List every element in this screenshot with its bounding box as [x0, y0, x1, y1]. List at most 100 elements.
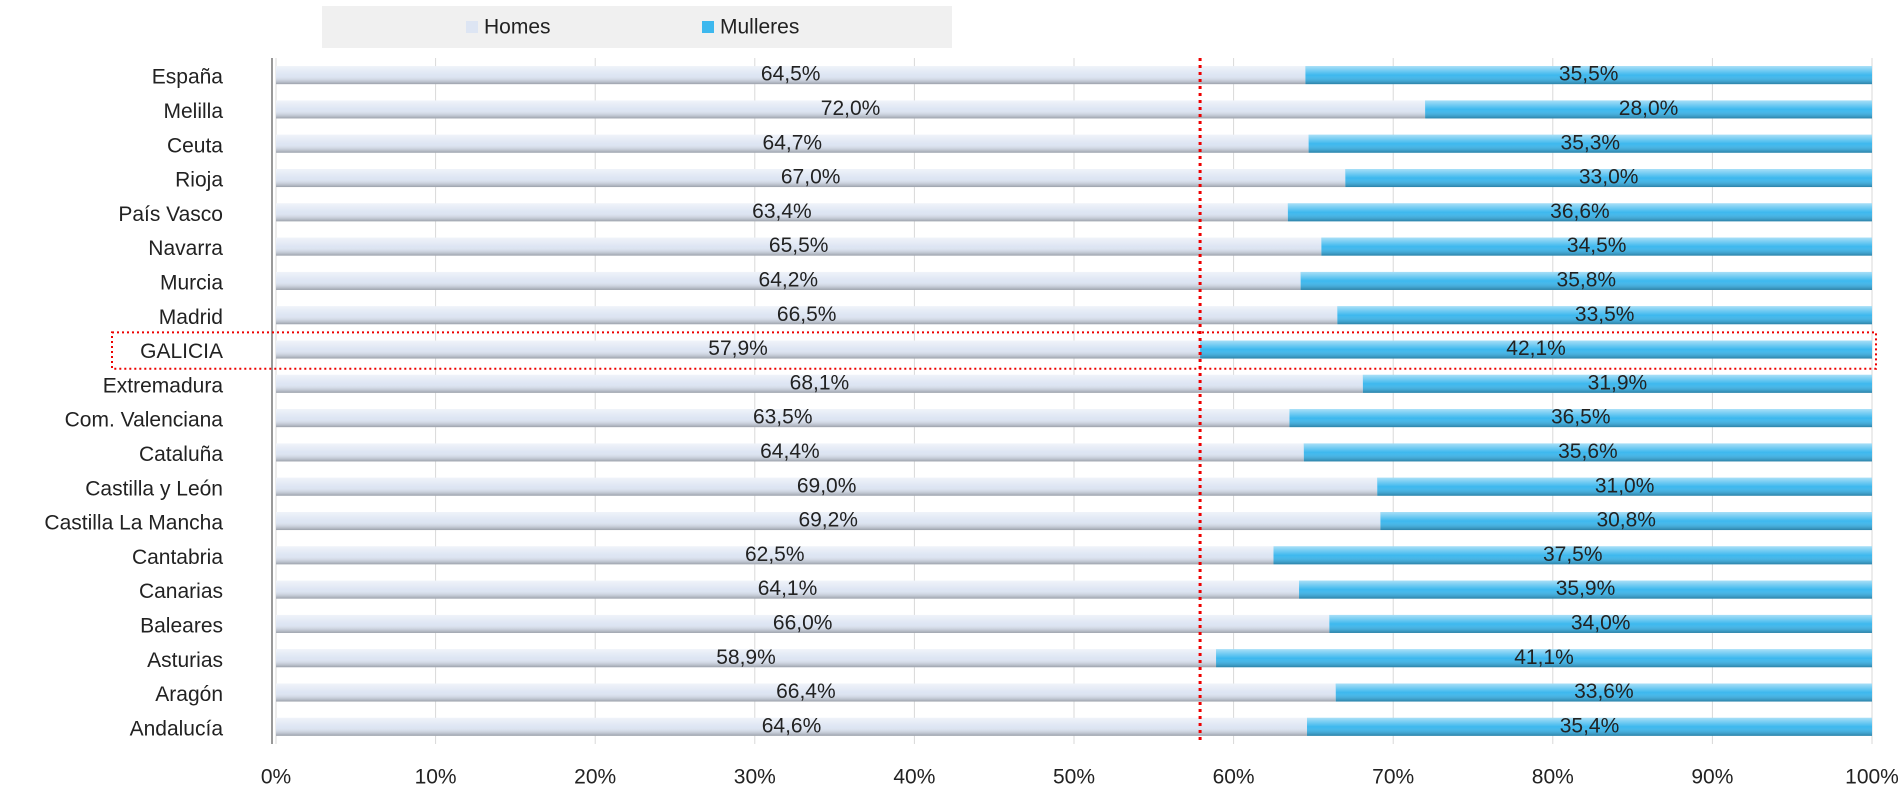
x-tick-label: 80% [1532, 766, 1574, 789]
x-tick-label: 50% [1053, 766, 1095, 789]
legend-label: Mulleres [720, 16, 799, 39]
bar-shade [276, 580, 1300, 599]
bar-shade [276, 306, 1338, 325]
value-label: 33,0% [1579, 166, 1639, 189]
value-label: 35,8% [1557, 268, 1617, 291]
bar-shade [276, 443, 1304, 462]
x-tick-label: 10% [415, 766, 457, 789]
bar-shade [1377, 477, 1872, 496]
value-label: 31,0% [1595, 474, 1655, 497]
bar-shade [276, 546, 1274, 565]
x-tick-label: 60% [1213, 766, 1255, 789]
category-label: Castilla La Mancha [44, 512, 223, 535]
bar-shade [1307, 717, 1872, 736]
bar-shade [1345, 169, 1872, 188]
x-tick-label: 70% [1372, 766, 1414, 789]
value-label: 64,1% [758, 577, 818, 600]
value-label: 41,1% [1514, 646, 1574, 669]
bar-shade [276, 374, 1363, 393]
bar-shade [276, 409, 1290, 428]
value-label: 37,5% [1543, 543, 1603, 566]
value-label: 64,6% [762, 714, 822, 737]
bar-shade [1335, 683, 1872, 702]
category-label: Com. Valenciana [65, 409, 224, 432]
value-label: 67,0% [781, 166, 841, 189]
value-label: 66,0% [773, 611, 833, 634]
value-label: 35,4% [1560, 714, 1620, 737]
category-label: Extremadura [103, 374, 224, 397]
category-label: Melilla [163, 100, 223, 123]
bar-shade [1329, 614, 1872, 633]
value-label: 69,2% [798, 509, 858, 532]
bar-shade [1303, 443, 1872, 462]
category-label: Cantabria [132, 546, 223, 569]
bar-shade [1337, 306, 1872, 325]
bar-shade [1216, 649, 1872, 668]
category-label: Aragón [155, 683, 223, 706]
category-label: Andalucía [130, 717, 224, 740]
category-label: País Vasco [118, 203, 223, 226]
bar-shade [276, 169, 1346, 188]
bar-shade [1200, 340, 1872, 359]
legend-swatch [702, 21, 714, 33]
category-label: Rioja [175, 169, 223, 192]
value-label: 64,4% [760, 440, 820, 463]
bar-shade [1305, 66, 1872, 85]
bar-shade [276, 271, 1301, 290]
highlight-box [111, 331, 1877, 370]
value-label: 66,4% [776, 680, 836, 703]
value-label: 35,3% [1561, 131, 1621, 154]
value-label: 58,9% [716, 646, 776, 669]
bar-shade [1321, 237, 1872, 256]
bar-shade [276, 340, 1201, 359]
bar-shade [1425, 100, 1872, 119]
value-label: 57,9% [708, 337, 768, 360]
bar-shade [1289, 409, 1872, 428]
x-tick-label: 20% [574, 766, 616, 789]
category-label: España [152, 66, 224, 89]
value-label: 72,0% [821, 97, 881, 120]
value-label: 34,5% [1567, 234, 1627, 257]
value-label: 34,0% [1571, 611, 1631, 634]
x-tick-label: 100% [1845, 766, 1898, 789]
x-tick-label: 0% [261, 766, 291, 789]
value-label: 33,6% [1574, 680, 1634, 703]
legend-swatch [466, 21, 478, 33]
category-label: Cataluña [139, 443, 223, 466]
x-tick-label: 40% [893, 766, 935, 789]
x-tick-label: 90% [1691, 766, 1733, 789]
category-label: Ceuta [167, 134, 223, 157]
bar-shade [276, 683, 1336, 702]
value-label: 33,5% [1575, 303, 1635, 326]
value-label: 35,9% [1556, 577, 1616, 600]
value-label: 31,9% [1588, 371, 1648, 394]
bar-shade [1362, 374, 1872, 393]
category-label: Canarias [139, 580, 223, 603]
bar-shade [276, 100, 1426, 119]
value-label: 69,0% [797, 474, 857, 497]
category-label: GALICIA [140, 340, 223, 363]
value-label: 36,6% [1550, 200, 1610, 223]
category-label: Madrid [159, 306, 223, 329]
legend-box [322, 6, 952, 48]
bar-shade [276, 512, 1381, 531]
bar-shade [276, 66, 1306, 85]
value-label: 65,5% [769, 234, 829, 257]
value-label: 28,0% [1619, 97, 1679, 120]
value-label: 30,8% [1596, 509, 1656, 532]
legend-label: Homes [484, 16, 551, 39]
value-label: 36,5% [1551, 406, 1611, 429]
bar-shade [1299, 580, 1872, 599]
value-label: 63,5% [753, 406, 813, 429]
bar-shade [1273, 546, 1872, 565]
category-label: Murcia [160, 271, 223, 294]
category-label: Castilla y León [85, 477, 223, 500]
category-label: Navarra [148, 237, 223, 260]
value-label: 64,5% [761, 63, 821, 86]
value-label: 35,5% [1559, 63, 1619, 86]
bar-shade [276, 134, 1309, 153]
value-label: 68,1% [790, 371, 850, 394]
value-label: 35,6% [1558, 440, 1618, 463]
bar-shade [1380, 512, 1872, 531]
category-label: Baleares [140, 614, 223, 637]
